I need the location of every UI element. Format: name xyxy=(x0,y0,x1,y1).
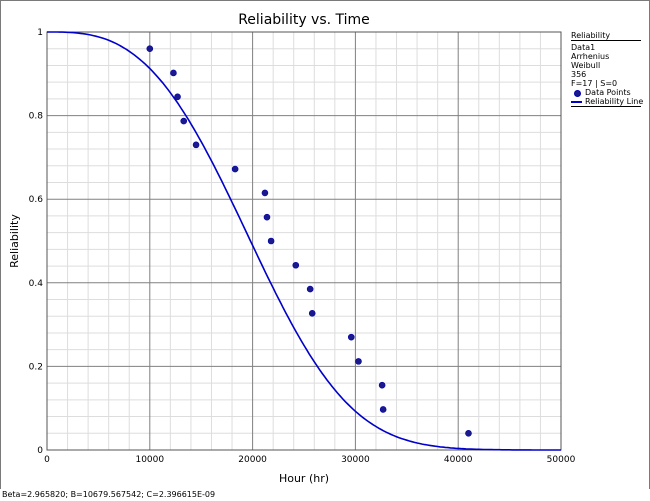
y-tick-label: 0.4 xyxy=(29,279,44,289)
data-points-series xyxy=(146,45,472,437)
data-point xyxy=(170,69,177,77)
legend-entry-data-points: Data Points xyxy=(571,88,641,97)
x-tick-label: 20000 xyxy=(238,455,267,465)
data-point xyxy=(231,165,239,173)
data-point xyxy=(355,358,362,365)
legend-entry-label: Reliability Line xyxy=(585,97,644,106)
status-bar: Beta=2.965820; B=10679.567542; C=2.39661… xyxy=(0,489,650,501)
data-point xyxy=(146,45,154,53)
legend-entry-reliability-line: Reliability Line xyxy=(571,97,644,107)
data-point xyxy=(292,261,300,269)
x-tick-label: 30000 xyxy=(341,455,370,465)
status-parameters: Beta=2.965820; B=10679.567542; C=2.39661… xyxy=(2,490,216,499)
reliability-line xyxy=(47,31,561,451)
data-point xyxy=(308,310,316,317)
data-point xyxy=(378,381,386,389)
x-tick-label: 50000 xyxy=(547,455,576,465)
y-tick-label: 1 xyxy=(37,28,43,38)
legend-failures-suspensions: F=17 | S=0 xyxy=(571,79,618,88)
y-tick-label: 0 xyxy=(37,446,43,456)
reliability-chart: 0 10000 20000 30000 40000 50000 0 0.2 0.4 0.6 0.8 1… xyxy=(8,12,576,485)
legend-model: Arrhenius xyxy=(571,52,610,61)
data-point xyxy=(174,93,181,101)
legend-number: 356 xyxy=(571,70,587,79)
data-point xyxy=(465,429,472,437)
legend-title: Reliability xyxy=(571,31,641,41)
x-tick-label: 10000 xyxy=(135,455,164,465)
major-grid xyxy=(47,32,561,450)
data-point xyxy=(261,189,269,197)
minor-grid xyxy=(47,32,561,450)
data-point xyxy=(180,117,188,125)
data-point xyxy=(192,141,200,149)
legend-entry-label: Data Points xyxy=(585,88,631,97)
reliability-line-marker-icon xyxy=(571,101,582,103)
y-tick-label: 0.2 xyxy=(29,362,43,372)
y-axis-label: Reliability xyxy=(8,214,21,268)
chart-title: Reliability vs. Time xyxy=(238,12,370,28)
plot-area-border xyxy=(46,31,562,451)
y-tick-label: 0.8 xyxy=(29,112,44,122)
legend-distribution: Weibull xyxy=(571,61,601,70)
x-axis-label: Hour (hr) xyxy=(279,472,329,485)
axis-ticks: 0 10000 20000 30000 40000 50000 0 0.2 0.4 0.6 0.8 1 xyxy=(29,28,576,465)
y-tick-label: 0.6 xyxy=(29,195,44,205)
data-point-marker-icon xyxy=(574,90,581,97)
data-point xyxy=(347,333,355,341)
data-point xyxy=(267,237,275,245)
legend: Reliability Data1 Arrhenius Weibull 356 … xyxy=(571,31,644,107)
x-tick-label: 40000 xyxy=(444,455,473,465)
data-point xyxy=(306,285,314,293)
legend-data-name: Data1 xyxy=(571,43,596,52)
data-point xyxy=(263,213,271,221)
data-point xyxy=(379,406,387,413)
reliability-line-series xyxy=(47,31,561,451)
x-tick-label: 0 xyxy=(44,455,50,465)
